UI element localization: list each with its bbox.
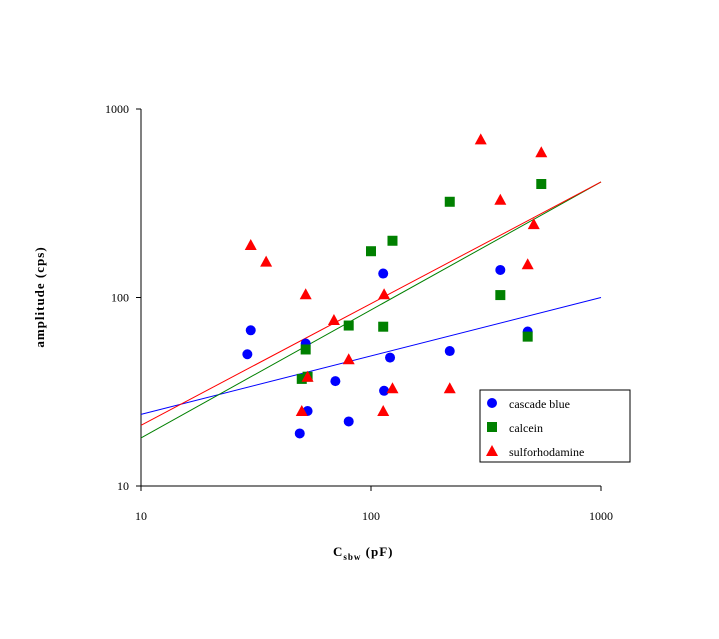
legend-label-sulforhodamine: sulforhodamine (509, 445, 584, 459)
point-cascade-blue (378, 268, 389, 279)
legend-label-cascade-blue: cascade blue (509, 397, 570, 411)
trendline (140, 181, 602, 439)
point-sulforhodamine (386, 382, 399, 394)
point-sulforhodamine (527, 218, 540, 230)
point-sulforhodamine (244, 238, 257, 250)
point-cascade-blue (294, 428, 305, 439)
point-cascade-blue (444, 346, 455, 357)
x-axis-title-main: C (333, 544, 343, 559)
data-points (242, 133, 548, 439)
point-sulforhodamine (299, 288, 312, 300)
trendline (140, 181, 602, 426)
point-sulforhodamine (535, 146, 548, 158)
point-calcein (296, 373, 307, 384)
point-sulforhodamine (327, 313, 340, 325)
trendlines (140, 181, 602, 439)
point-calcein (366, 246, 376, 257)
point-cascade-blue (245, 325, 256, 336)
point-sulforhodamine (260, 255, 273, 267)
point-calcein (536, 179, 547, 190)
point-cascade-blue (379, 385, 390, 396)
point-calcein (444, 196, 455, 207)
y-tick-label: 10 (117, 479, 129, 493)
point-sulforhodamine (342, 353, 355, 365)
x-tick-label: 1000 (589, 509, 613, 523)
legend: cascade blue calcein sulforhodamine (479, 389, 631, 463)
point-calcein (300, 344, 311, 355)
x-axis-title: Csbw (pF) (333, 544, 394, 562)
legend-marker-cascade-blue (487, 398, 497, 408)
point-sulforhodamine (474, 133, 487, 145)
point-cascade-blue (330, 376, 341, 387)
point-cascade-blue (495, 264, 506, 275)
point-sulforhodamine (521, 258, 534, 270)
point-cascade-blue (385, 352, 396, 363)
point-cascade-blue (343, 416, 354, 427)
point-calcein (522, 331, 533, 342)
legend-marker-calcein (487, 422, 497, 432)
x-axis-title-unit: (pF) (366, 544, 394, 559)
point-sulforhodamine (295, 404, 308, 416)
y-tick-label: 100 (111, 291, 129, 305)
x-tick-label: 100 (362, 509, 380, 523)
legend-box (479, 389, 631, 463)
legend-label-calcein: calcein (509, 421, 543, 435)
point-sulforhodamine (378, 288, 391, 300)
point-cascade-blue (242, 349, 253, 360)
point-sulforhodamine (301, 370, 314, 382)
y-tick-label: 1000 (105, 102, 129, 116)
legend-marker-sulforhodamine (486, 445, 498, 456)
point-sulforhodamine (443, 382, 456, 394)
axes: 10 100 1000 10 100 1000 (105, 102, 613, 523)
point-sulforhodamine (494, 193, 507, 205)
x-axis-title-subscript: sbw (343, 552, 361, 562)
point-calcein (343, 320, 354, 331)
y-axis-title: amplitude (cps) (32, 246, 47, 347)
x-tick-label: 10 (135, 509, 147, 523)
point-calcein (495, 290, 506, 301)
point-calcein (387, 235, 398, 246)
point-calcein (378, 321, 389, 332)
point-sulforhodamine (377, 404, 390, 416)
